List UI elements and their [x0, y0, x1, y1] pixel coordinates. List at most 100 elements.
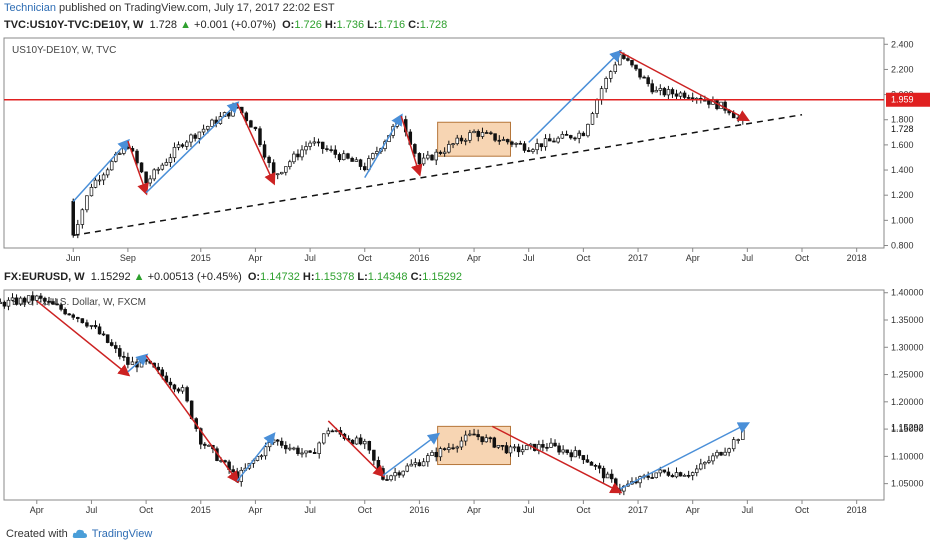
candle-body — [723, 451, 727, 456]
candle-body — [682, 92, 687, 98]
x-tick-label: Apr — [248, 505, 262, 515]
tradingview-link[interactable]: TradingView — [91, 528, 153, 540]
y-tick-label: 1.15000 — [891, 424, 924, 434]
symbol-label[interactable]: TVC:US10Y-TVC:DE10Y, W — [4, 19, 144, 31]
x-tick-label: Oct — [795, 505, 810, 515]
x-tick-label: Oct — [795, 253, 810, 263]
candle-body — [654, 472, 659, 478]
candle-body — [284, 166, 288, 173]
candle-body — [573, 137, 577, 140]
candle-body — [367, 441, 372, 451]
author-link[interactable]: Technician — [4, 2, 56, 14]
candle-body — [320, 141, 325, 150]
candle-body — [255, 456, 260, 461]
candle-body — [476, 434, 480, 438]
x-tick-label: Sep — [120, 253, 136, 263]
candle-body — [80, 209, 85, 225]
candle-body — [723, 101, 727, 111]
candle-body — [522, 143, 527, 151]
candle-body — [176, 144, 181, 148]
candle-body — [113, 345, 118, 349]
candle-body — [101, 174, 106, 181]
candle-body — [438, 151, 443, 154]
candle-body — [341, 153, 346, 161]
candle-body — [630, 60, 634, 66]
candle-body — [573, 450, 578, 458]
candle-body — [472, 131, 476, 134]
high-value: 1.15378 — [314, 271, 355, 283]
candle-body — [493, 133, 497, 141]
candle-body — [93, 325, 98, 328]
candle-body — [489, 132, 493, 135]
candle-body — [518, 142, 523, 145]
y-tick-label: 1.800 — [891, 115, 914, 125]
x-tick-label: Oct — [358, 253, 373, 263]
y-tick-label: 1.000 — [891, 215, 914, 225]
symbol-label[interactable]: FX:EURUSD, W — [4, 271, 85, 283]
candle-body — [389, 475, 393, 481]
candle-body — [674, 472, 679, 478]
created-with-text: Created with — [6, 528, 68, 540]
candle-body — [480, 436, 484, 443]
candle-body — [694, 468, 699, 473]
candle-body — [552, 140, 556, 143]
dashed-trendline — [73, 113, 803, 237]
y-tick-label: 1.600 — [891, 140, 914, 150]
candle-body — [63, 308, 67, 315]
candle-body — [85, 322, 89, 327]
candle-body — [316, 141, 321, 144]
candle-body — [586, 123, 590, 137]
x-tick-label: Apr — [248, 253, 262, 263]
candle-body — [430, 154, 434, 161]
candle-body — [267, 442, 272, 448]
candle-body — [160, 164, 165, 170]
candle-body — [451, 143, 455, 146]
tradingview-cloud-icon — [72, 529, 87, 538]
candle-body — [512, 446, 517, 449]
x-tick-label: 2017 — [628, 253, 648, 263]
candle-body — [430, 451, 434, 456]
candle-body — [76, 224, 80, 236]
high-value: 1.736 — [336, 19, 365, 31]
candle-body — [168, 381, 173, 386]
candle-body — [608, 71, 613, 79]
open-value: 1.726 — [294, 19, 322, 31]
candle-body — [258, 128, 262, 146]
candle-body — [312, 452, 317, 454]
candle-body — [614, 478, 618, 489]
trend-arrow-up — [619, 422, 751, 490]
quote-bar-top: TVC:US10Y-TVC:DE10Y, W 1.728 ▲ +0.001 (+… — [4, 19, 448, 31]
candle-body — [451, 447, 455, 450]
trend-arrow-up — [127, 353, 149, 373]
candle-body — [288, 161, 292, 168]
candle-body — [484, 437, 488, 443]
candle-body — [185, 141, 189, 147]
pane-title: Euro Fx/U.S. Dollar, W, FXCM — [12, 297, 146, 308]
candle-body — [417, 153, 422, 165]
y-tick-label: 1.05000 — [891, 479, 924, 489]
y-tick-label: 1.40000 — [891, 288, 924, 298]
candle-body — [480, 132, 485, 137]
candle-body — [556, 137, 560, 143]
trend-arrow-down — [491, 425, 623, 494]
candle-body — [97, 326, 102, 335]
candle-body — [670, 475, 675, 478]
y-tick-label: 1.30000 — [891, 342, 924, 352]
x-tick-label: 2018 — [847, 253, 867, 263]
candle-body — [18, 297, 23, 305]
y-tick-label: 1.20000 — [891, 397, 924, 407]
candle-body — [148, 178, 152, 184]
candle-body — [666, 89, 671, 96]
candle-body — [577, 450, 582, 456]
x-tick-label: Jul — [742, 253, 754, 263]
candle-body — [26, 295, 31, 303]
y-tick-label: 1.400 — [891, 165, 914, 175]
candle-body — [662, 469, 667, 473]
candle-body — [253, 126, 258, 130]
candle-body — [468, 132, 472, 141]
candle-body — [678, 92, 683, 97]
candle-body — [609, 473, 614, 480]
candle-body — [47, 300, 51, 303]
candle-body — [541, 444, 545, 448]
